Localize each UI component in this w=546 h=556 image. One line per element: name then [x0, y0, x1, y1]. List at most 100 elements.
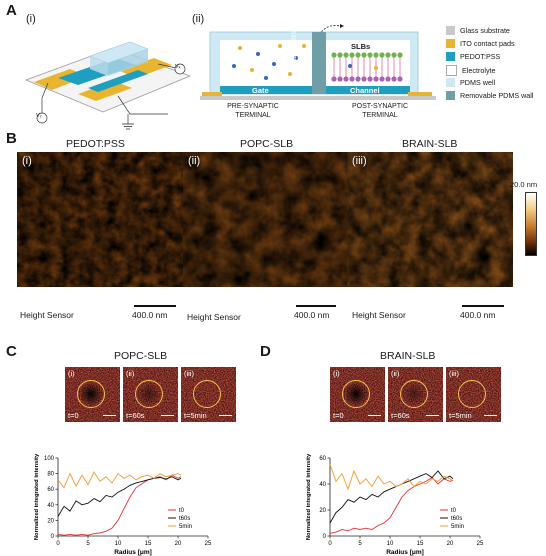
- micrograph-roman: (i): [333, 369, 340, 378]
- y-tick-label: 80: [47, 472, 54, 478]
- micrograph-2: (ii) t=60s: [388, 367, 443, 422]
- afm-footer-3: Height Sensor: [352, 310, 406, 320]
- legend-label: Removable PDMS wall: [460, 91, 534, 100]
- micrograph-scale-bar: [103, 414, 116, 416]
- panel-a-ii-label: (ii): [192, 13, 205, 25]
- panel-c-letter: C: [6, 343, 17, 360]
- y-tick-label: 60: [319, 456, 326, 462]
- panel-a-i-label: (i): [26, 13, 36, 25]
- legend-item: PEDOT:PSS: [446, 52, 500, 61]
- afm-image-pedot: (i): [17, 152, 183, 287]
- series-line-5min: [329, 464, 454, 491]
- panel-c-title: POPC-SLB: [114, 350, 168, 362]
- x-tick-label: 0: [328, 541, 332, 547]
- legend-label: PDMS well: [460, 78, 496, 87]
- y-axis-label: Normalized integrated intensity: [34, 453, 40, 540]
- x-tick-label: 25: [477, 541, 484, 547]
- legend-label: Electrolyte: [462, 66, 496, 75]
- bleach-region-circle: [77, 380, 105, 408]
- legend-item: Electrolyte: [446, 65, 496, 76]
- afm-scale-label-2: 400.0 nm: [294, 310, 330, 320]
- legend-item: ITO contact pads: [446, 39, 515, 48]
- micrograph-time: t=0: [333, 411, 344, 420]
- legend-swatch: [446, 91, 455, 100]
- removable-wall-label: Removable PDMS wall: [291, 30, 305, 82]
- micrograph-roman: (ii): [391, 369, 400, 378]
- micrograph-3: (iii) t=5min: [446, 367, 501, 422]
- legend-item: Glass substrate: [446, 26, 510, 35]
- series-line-t0: [57, 474, 182, 536]
- legend-label: t0: [451, 508, 457, 514]
- afm-roman-1: (i): [22, 155, 32, 167]
- x-tick-label: 25: [205, 541, 212, 547]
- height-colorbar: [525, 192, 537, 256]
- micrograph-1: (i) t=0: [330, 367, 385, 422]
- micrograph-scale-bar: [484, 414, 497, 416]
- afm-footer-2: Height Sensor: [187, 312, 241, 322]
- post-synaptic-label: POST-SYNAPTIC TERMINAL: [351, 103, 408, 119]
- micrograph-roman: (ii): [126, 369, 135, 378]
- x-tick-label: 20: [447, 541, 454, 547]
- afm-title-3: BRAIN-SLB: [402, 138, 458, 150]
- micrograph-scale-bar: [161, 414, 174, 416]
- bleach-region-circle: [458, 380, 486, 408]
- legend-label: PEDOT:PSS: [460, 52, 501, 61]
- afm-title-2: POPC-SLB: [240, 138, 294, 150]
- panel-d-letter: D: [260, 343, 271, 360]
- legend-swatch: [446, 65, 457, 76]
- legend-swatch: [446, 39, 455, 48]
- legend-label: ITO contact pads: [460, 39, 515, 48]
- legend-swatch: [446, 78, 455, 87]
- series-line-t60s: [329, 470, 454, 524]
- afm-title-1: PEDOT:PSS: [66, 138, 125, 150]
- x-tick-label: 5: [86, 541, 90, 547]
- x-tick-label: 10: [115, 541, 122, 547]
- micrograph-roman: (iii): [184, 369, 194, 378]
- micrograph-time: t=5min: [449, 411, 472, 420]
- panel-d-title: BRAIN-SLB: [380, 350, 436, 362]
- micrograph-roman: (i): [68, 369, 75, 378]
- bleach-region-circle: [135, 380, 163, 408]
- vd-label: Vₓ: [175, 64, 181, 70]
- afm-roman-2: (ii): [188, 155, 201, 167]
- afm-roman-3: (iii): [352, 155, 367, 167]
- schematic-legend: Glass substrate ITO contact pads PEDOT:PSS…: [446, 26, 546, 106]
- afm-scale-bar-2: [296, 305, 336, 307]
- y-tick-label: 60: [47, 487, 54, 493]
- legend-label: Glass substrate: [460, 26, 510, 35]
- y-tick-label: 20: [47, 518, 54, 524]
- y-tick-label: 40: [47, 503, 54, 509]
- x-tick-label: 15: [145, 541, 152, 547]
- pre-synaptic-label: PRE-SYNAPTIC TERMINAL: [227, 103, 279, 119]
- x-tick-label: 20: [175, 541, 182, 547]
- micrograph-scale-bar: [426, 414, 439, 416]
- panel-b-letter: B: [6, 130, 17, 147]
- y-tick-label: 40: [319, 482, 326, 488]
- afm-scale-bar-3: [462, 305, 504, 307]
- device-illustration: [24, 41, 192, 130]
- gate-label: Gate: [252, 86, 269, 95]
- afm-image-brain: (iii): [347, 152, 513, 287]
- legend-label: 5min: [179, 524, 192, 530]
- series-line-t60s: [57, 476, 182, 517]
- slbs-label: SLBs: [351, 42, 371, 51]
- y-axis-label: Normalized integrated intensity: [306, 453, 312, 540]
- micrograph-time: t=60s: [391, 411, 410, 420]
- series-line-t0: [329, 476, 454, 534]
- bleach-region-circle: [400, 380, 428, 408]
- legend-label: t0: [179, 508, 185, 514]
- micrograph-roman: (iii): [449, 369, 459, 378]
- legend-swatch: [446, 52, 455, 61]
- legend-label: t60s: [451, 516, 462, 522]
- synapse-schematic: [200, 24, 436, 100]
- colorbar-label: 20.0 nm: [510, 180, 538, 189]
- vg-label: V₂: [36, 113, 42, 119]
- micrograph-time: t=5min: [184, 411, 207, 420]
- micrograph-time: t=0: [68, 411, 79, 420]
- micrograph-1: (i) t=0: [65, 367, 120, 422]
- afm-image-popc: (ii): [183, 152, 349, 287]
- series-line-5min: [57, 471, 182, 489]
- y-tick-label: 0: [323, 534, 327, 540]
